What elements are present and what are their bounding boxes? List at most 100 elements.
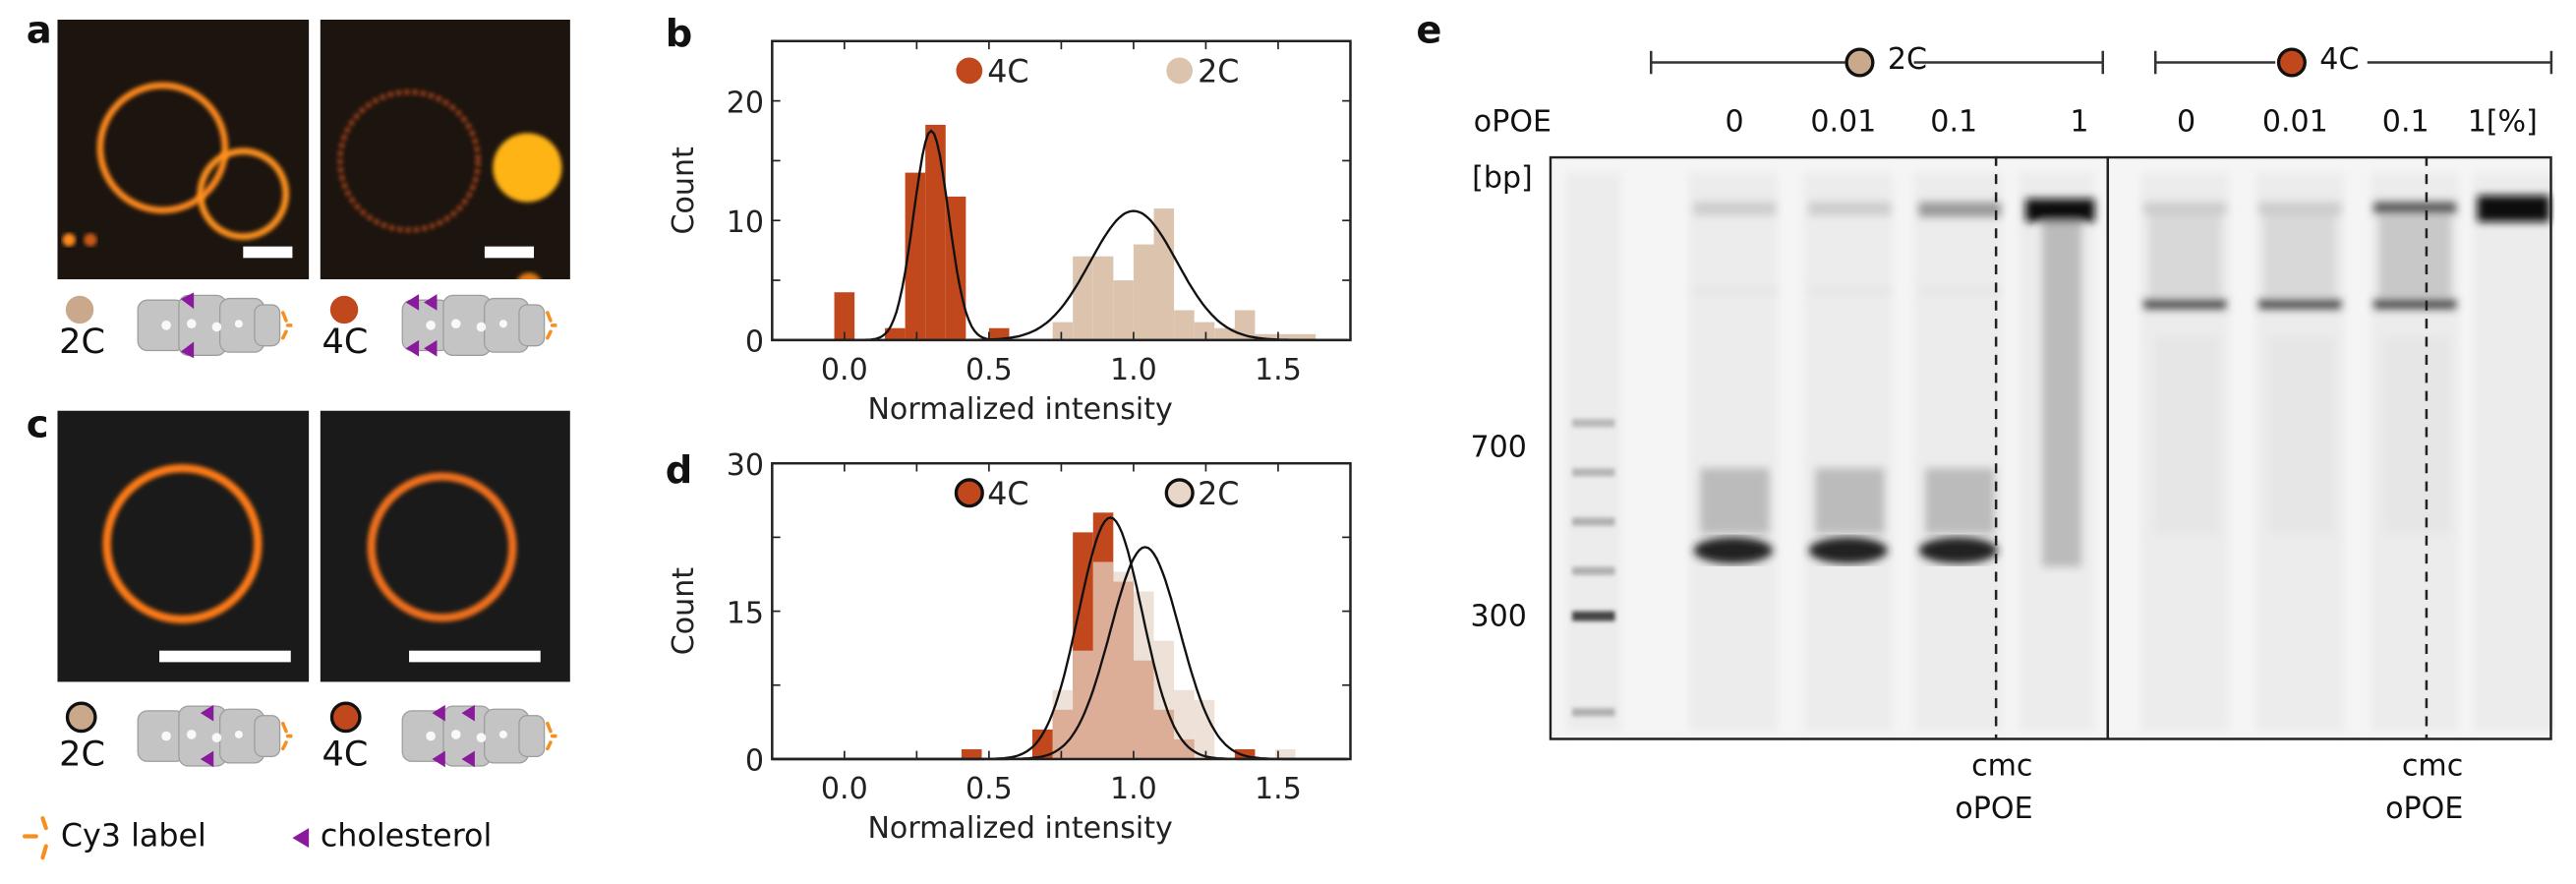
y-tick-label: 15 <box>727 596 764 630</box>
panel-label-c: c <box>26 404 49 447</box>
legend-marker-2c <box>1164 478 1195 508</box>
4c-marker-icon <box>329 701 362 734</box>
legend-cy3-label: Cy3 label <box>60 818 206 855</box>
y-tick-label: 0 <box>745 744 764 779</box>
histogram-bar-2c <box>1275 333 1296 340</box>
histogram-bar-4c <box>961 748 982 759</box>
panel-label-a: a <box>26 10 52 53</box>
lane-label: 0 <box>1725 104 1744 141</box>
construct-label-2c: 2C <box>59 734 105 774</box>
panel-label-e: e <box>1416 10 1442 53</box>
2c-marker-icon <box>65 701 97 734</box>
histogram-bar-2c <box>1052 322 1074 340</box>
gel-row-label: oPOE <box>1473 104 1552 141</box>
legend-label: 4C <box>987 477 1028 512</box>
x-tick-label: 1.0 <box>1110 772 1157 806</box>
lane-label: 0.1 <box>1930 104 1978 141</box>
construct-label-2c: 2C <box>59 322 105 362</box>
lane-label: 0 <box>2176 104 2196 141</box>
origami-4c-icon <box>399 696 556 775</box>
panel-label-b: b <box>665 13 693 56</box>
scale-bar <box>159 650 291 663</box>
cmc-label: cmc <box>2401 748 2464 785</box>
micrograph-4c-a <box>320 20 570 280</box>
histogram-bar-2c <box>1255 333 1276 340</box>
lane-label: 0.01 <box>2261 104 2328 141</box>
plot-frame <box>771 39 1352 342</box>
4c-marker-icon <box>2276 47 2307 78</box>
histogram-bar-2c <box>1295 333 1317 340</box>
histogram-bar-4c <box>885 327 906 340</box>
cmc-opoe-label: oPOE <box>2385 792 2464 827</box>
scale-bar <box>484 246 535 259</box>
histogram-bar-2c <box>1133 244 1154 340</box>
lane-label: 1[%] <box>2467 104 2538 141</box>
legend-label: 2C <box>1198 55 1239 90</box>
4c-marker-icon <box>329 295 359 324</box>
size-unit-label: [bp] <box>1472 160 1533 196</box>
scale-bar <box>409 650 541 663</box>
histogram-bar-2c <box>1073 256 1093 340</box>
gel-group-2c: 2C <box>1887 42 1928 78</box>
y-tick-label: 10 <box>727 206 764 240</box>
micrograph-2c-a <box>57 20 310 280</box>
x-tick-label: 1.0 <box>1110 353 1157 387</box>
construct-label-4c: 4C <box>322 734 369 774</box>
gel-group-4c: 4C <box>2319 42 2360 78</box>
histogram-bar-4c <box>905 172 926 340</box>
legend-cholesterol: cholesterol <box>320 818 493 855</box>
histogram-bar-2c <box>1092 256 1114 340</box>
histogram-b: 0.0 0.5 1.0 1.5 0 10 20 Normalized intensity Cou… <box>667 39 1352 427</box>
histogram-bar-2c <box>1052 689 1074 759</box>
origami-2c-icon <box>136 292 293 359</box>
scale-bar <box>243 246 293 259</box>
construct-label-4c: 4C <box>322 322 369 362</box>
x-tick-label: 0.5 <box>966 353 1013 387</box>
y-axis-label: Count <box>667 567 701 655</box>
histogram-bar-2c <box>1194 699 1215 759</box>
histogram-bar-2c <box>1153 208 1175 340</box>
gel-frame <box>1549 155 2552 740</box>
cy3-label-icon <box>22 816 48 860</box>
histogram-d: 0.0 0.5 1.0 1.5 0 15 30 Normalized intensity Cou… <box>667 448 1352 846</box>
y-tick-label: 30 <box>727 448 764 483</box>
histogram-bar-2c <box>1113 280 1134 340</box>
gaussian-fit-2c <box>772 209 1348 342</box>
legend-marker-4c <box>956 57 983 85</box>
size-marker-300: 300 <box>1470 599 1527 634</box>
x-tick-label: 0.0 <box>821 353 868 387</box>
cmc-opoe-label: oPOE <box>1955 792 2033 827</box>
histogram-bar-2c <box>1174 689 1195 759</box>
legend-marker-2c <box>1166 57 1194 85</box>
micrograph-2c-c <box>57 410 310 682</box>
lane-label: 0.01 <box>1810 104 1877 141</box>
histogram-bar-2c <box>1194 322 1215 340</box>
x-tick-label: 0.0 <box>821 772 868 806</box>
histogram-bar-2c <box>1073 650 1093 759</box>
x-axis-label: Normalized intensity <box>867 811 1172 846</box>
origami-4c-icon <box>400 293 557 358</box>
histogram-bar-4c <box>925 124 946 340</box>
legend-label: 4C <box>987 55 1028 90</box>
cmc-label: cmc <box>1971 748 2033 785</box>
2c-marker-icon <box>65 295 94 324</box>
y-tick-label: 20 <box>727 86 764 120</box>
size-marker-700: 700 <box>1470 430 1527 465</box>
histogram-bar-4c <box>988 327 1010 340</box>
2c-marker-icon <box>1844 47 1875 78</box>
agarose-gel-image <box>1549 155 2555 740</box>
histogram-bar-4c <box>1234 748 1256 759</box>
histogram-bar-4c <box>834 292 855 340</box>
lane-label: 1 <box>2070 104 2089 141</box>
x-tick-label: 0.5 <box>966 772 1013 806</box>
histogram-bar-2c <box>1174 310 1195 340</box>
y-tick-label: 0 <box>745 325 764 360</box>
histogram-bar-2c <box>1214 327 1235 340</box>
cholesterol-icon <box>292 828 310 849</box>
histogram-bar-2c <box>1133 591 1154 759</box>
legend-marker-4c <box>954 478 984 508</box>
micrograph-4c-c <box>320 410 570 682</box>
x-tick-label: 1.5 <box>1255 353 1302 387</box>
x-tick-label: 1.5 <box>1255 772 1302 806</box>
